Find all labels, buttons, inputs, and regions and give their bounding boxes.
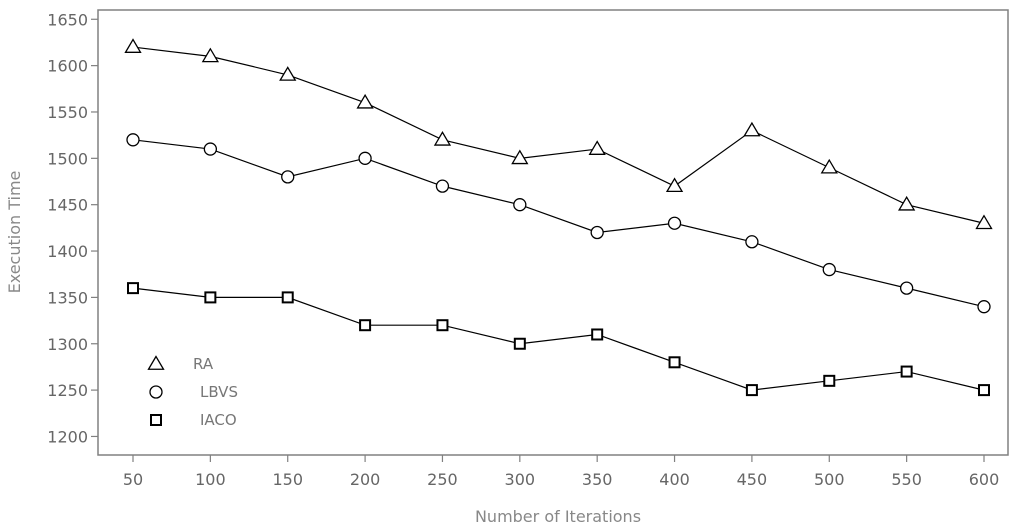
data-point-lbvs — [899, 281, 914, 295]
y-tick-label: 1400 — [47, 242, 88, 261]
data-point-ra — [588, 140, 606, 155]
data-point-ra — [279, 66, 297, 81]
x-tick-label: 200 — [350, 470, 381, 489]
y-tick-label: 1650 — [47, 10, 88, 29]
data-point-ra — [124, 38, 142, 53]
data-point-ra — [897, 195, 916, 211]
data-point-iaco — [745, 384, 758, 397]
x-tick-label: 250 — [427, 470, 458, 489]
data-point-iaco — [436, 319, 449, 332]
data-point-ra — [433, 131, 452, 146]
data-point-iaco — [823, 374, 836, 387]
legend-marker-lbvs — [149, 385, 163, 399]
data-point-ra — [665, 177, 684, 193]
data-point-iaco — [900, 365, 913, 378]
x-tick-label: 50 — [123, 470, 143, 489]
y-tick-label: 1600 — [47, 57, 88, 76]
data-point-iaco — [204, 291, 217, 304]
data-point-iaco — [127, 282, 139, 295]
data-point-ra — [511, 149, 529, 165]
legend-label-ra: RA — [193, 355, 214, 373]
data-point-lbvs — [745, 235, 759, 249]
legend-label-lbvs: LBVS — [200, 383, 238, 401]
y-tick-label: 1200 — [47, 427, 88, 446]
series-line-lbvs — [132, 139, 985, 308]
data-point-lbvs — [590, 225, 604, 240]
data-point-lbvs — [281, 170, 295, 184]
x-tick-label: 450 — [737, 470, 768, 489]
x-tick-label: 300 — [505, 470, 536, 489]
series-line-ra — [132, 46, 985, 224]
y-axis-title: Execution Time — [5, 171, 24, 294]
data-point-ra — [820, 158, 838, 174]
data-point-iaco — [513, 337, 526, 350]
data-point-lbvs — [822, 262, 836, 277]
data-point-lbvs — [513, 198, 527, 212]
x-tick-label: 600 — [969, 470, 1000, 489]
x-tick-label: 350 — [582, 470, 613, 489]
y-tick-label: 1450 — [47, 196, 88, 215]
data-point-ra — [356, 93, 374, 109]
legend: RA LBVS IACO — [147, 355, 238, 429]
data-point-ra — [975, 214, 993, 230]
data-point-ra — [201, 47, 220, 63]
data-point-lbvs — [126, 133, 140, 147]
data-point-iaco — [978, 384, 990, 397]
y-tick-label: 1500 — [47, 149, 88, 168]
series-iaco — [127, 282, 990, 397]
series-layer — [124, 38, 993, 397]
data-point-iaco — [591, 328, 604, 341]
y-tick-label: 1350 — [47, 288, 88, 307]
legend-marker-ra — [147, 355, 165, 370]
data-point-lbvs — [435, 179, 450, 193]
data-point-lbvs — [203, 142, 218, 156]
data-point-ra — [743, 121, 761, 137]
y-axis: 1200 1250 1300 1350 1400 1450 1500 1550 1600 1650 — [47, 10, 98, 446]
series-ra — [124, 38, 993, 230]
series-lbvs — [126, 133, 991, 314]
x-tick-label: 100 — [195, 470, 226, 489]
y-tick-label: 1250 — [47, 381, 88, 400]
y-tick-label: 1300 — [47, 335, 88, 354]
plot-frame — [97, 9, 1009, 456]
y-tick-label: 1550 — [47, 103, 88, 122]
x-tick-label: 150 — [272, 470, 303, 489]
x-axis-title: Number of Iterations — [475, 507, 641, 526]
data-point-lbvs — [977, 300, 991, 314]
x-tick-label: 550 — [891, 470, 922, 489]
data-point-lbvs — [358, 151, 372, 165]
series-line-iaco — [132, 287, 985, 391]
x-tick-label: 500 — [814, 470, 845, 489]
data-point-iaco — [281, 291, 294, 304]
data-point-iaco — [668, 356, 681, 369]
x-tick-label: 400 — [659, 470, 690, 489]
x-axis: 50 100 150 200 250 300 350 400 450 500 550 600 — [123, 455, 999, 489]
legend-label-iaco: IACO — [200, 411, 237, 429]
legend-marker-iaco — [150, 414, 162, 426]
data-point-iaco — [359, 319, 372, 332]
data-point-lbvs — [667, 216, 682, 230]
